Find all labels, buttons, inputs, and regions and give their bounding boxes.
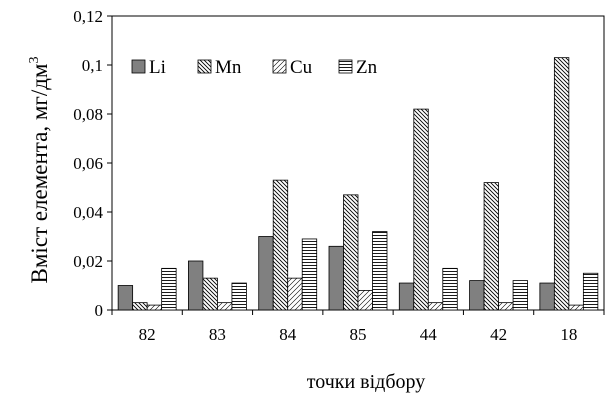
y-tick-label: 0 xyxy=(95,301,104,320)
x-tick-label: 82 xyxy=(139,325,156,344)
x-axis: 82 83 84 85 44 42 18 xyxy=(111,310,605,344)
bar-cu-42 xyxy=(498,302,514,311)
x-axis-label: точки відбору xyxy=(307,371,426,393)
y-axis: 0 0,02 0,04 0,06 0,08 0,1 0,12 xyxy=(73,7,112,320)
y-tick-label: 0,04 xyxy=(73,203,103,222)
bar-li-82 xyxy=(117,285,134,311)
bar-mn-42 xyxy=(483,182,499,311)
bar-cu-85 xyxy=(357,289,373,311)
bar-cu-44 xyxy=(427,302,444,311)
bar-li-83 xyxy=(188,260,204,311)
y-axis-label-superscript: 3 xyxy=(27,57,42,64)
bar-zn-85 xyxy=(372,231,388,311)
y-tick-label: 0,06 xyxy=(73,154,103,173)
x-tick-label: 85 xyxy=(350,325,367,344)
bar-zn-84 xyxy=(301,238,318,311)
bar-mn-84 xyxy=(272,179,289,311)
bar-mn-83 xyxy=(202,277,218,311)
legend: Li Mn Cu Zn xyxy=(131,57,378,78)
bar-li-18 xyxy=(539,282,555,311)
bar-mn-82 xyxy=(132,302,148,311)
legend-swatch-li xyxy=(131,59,146,74)
bar-mn-18 xyxy=(553,57,570,311)
x-tick-label: 42 xyxy=(490,325,507,344)
bar-zn-82 xyxy=(161,267,177,311)
bar-li-85 xyxy=(328,245,344,311)
bar-li-42 xyxy=(469,280,485,311)
bar-mn-44 xyxy=(413,108,429,311)
bar-cu-18 xyxy=(568,304,584,311)
bars xyxy=(117,57,599,311)
bar-zn-44 xyxy=(442,267,458,311)
y-tick-label: 0,02 xyxy=(73,252,103,271)
legend-swatch-zn xyxy=(338,59,353,74)
x-tick-label: 18 xyxy=(560,325,577,344)
bar-cu-84 xyxy=(287,277,303,311)
bar-zn-83 xyxy=(231,282,247,311)
y-tick-label: 0,12 xyxy=(73,7,103,26)
legend-swatch-mn xyxy=(197,59,212,74)
legend-label-cu: Cu xyxy=(290,57,313,78)
x-tick-label: 44 xyxy=(420,325,438,344)
legend-label-li: Li xyxy=(149,57,166,78)
y-tick-label: 0,08 xyxy=(73,105,103,124)
bar-cu-82 xyxy=(146,304,163,311)
bar-zn-18 xyxy=(582,272,599,311)
legend-swatch-cu xyxy=(272,59,287,74)
x-tick-label: 83 xyxy=(209,325,226,344)
legend-label-zn: Zn xyxy=(356,57,378,78)
bar-cu-83 xyxy=(217,302,233,311)
y-tick-label: 0,1 xyxy=(82,56,103,75)
bar-li-84 xyxy=(258,236,274,311)
bar-mn-85 xyxy=(343,194,359,311)
bar-li-44 xyxy=(398,282,415,311)
x-tick-label: 84 xyxy=(279,325,297,344)
y-axis-label-main: Вміст елемента, мг/дм xyxy=(27,63,52,283)
legend-label-mn: Mn xyxy=(215,57,242,78)
bar-zn-42 xyxy=(512,280,528,311)
y-axis-label: Вміст елемента, мг/дм3 xyxy=(27,57,52,284)
